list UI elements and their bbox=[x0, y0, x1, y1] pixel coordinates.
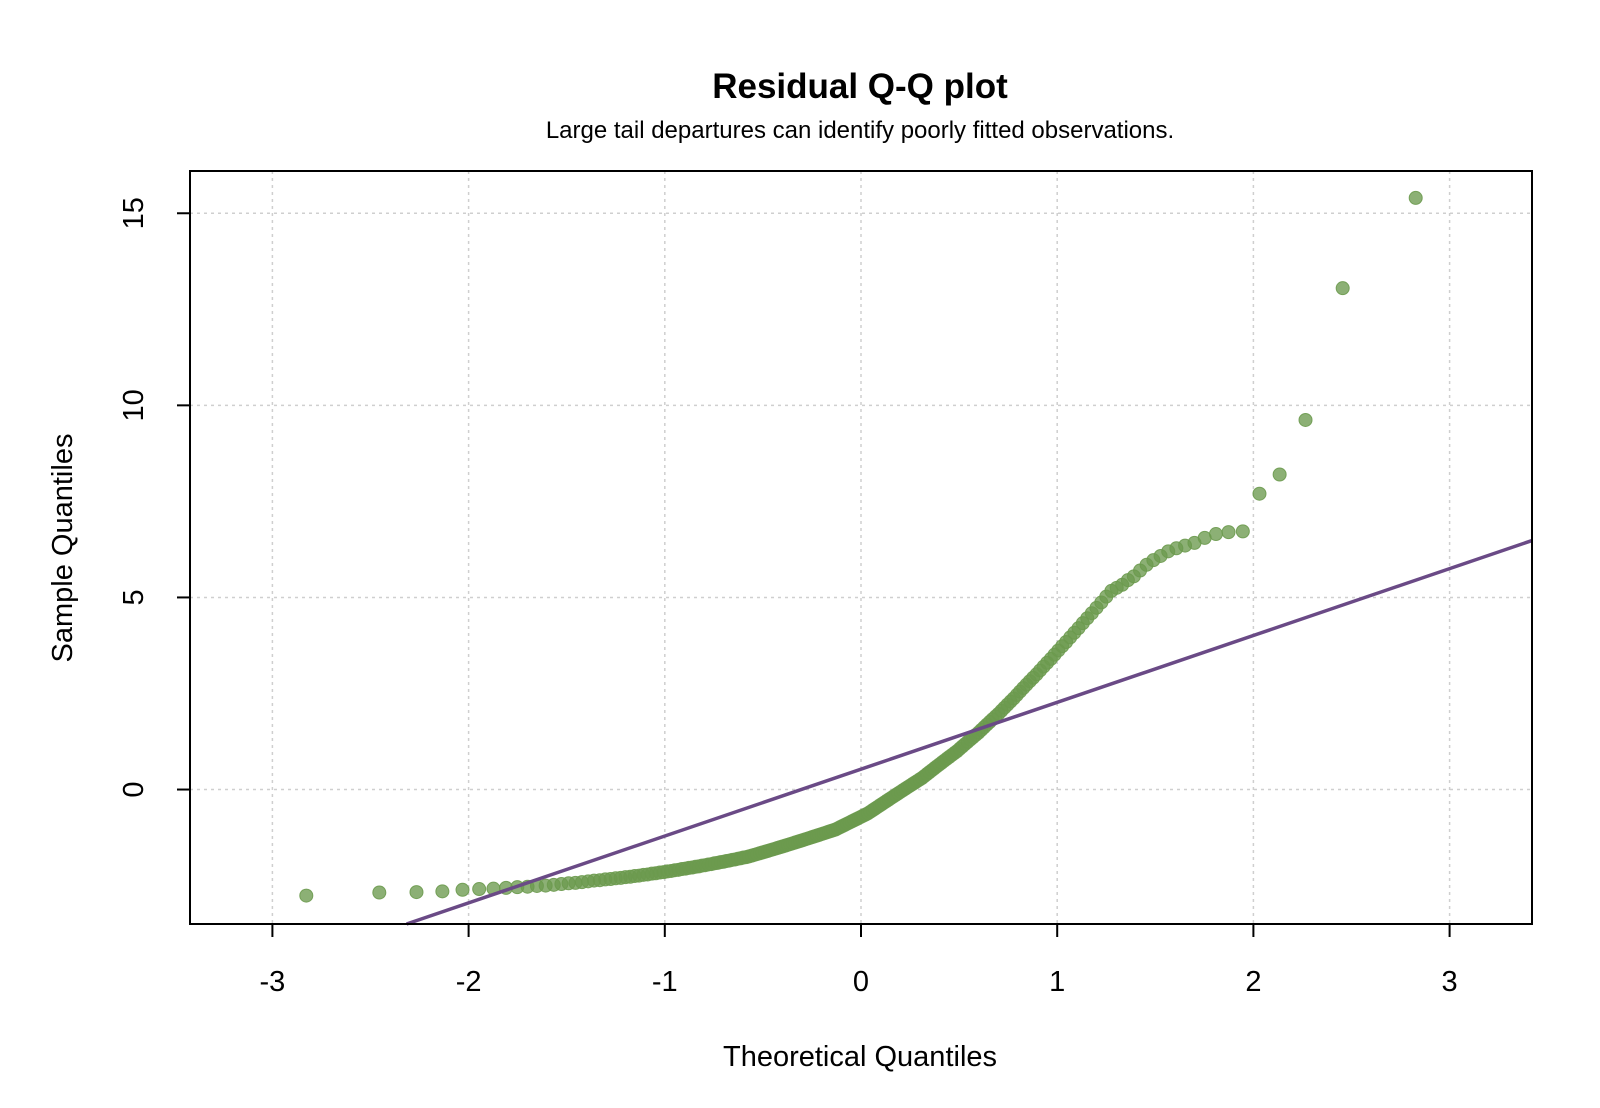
x-axis: -3 -2 -1 0 1 2 3 bbox=[260, 924, 1458, 998]
sample-point bbox=[299, 888, 314, 903]
reference-line bbox=[406, 538, 1533, 926]
sample-point bbox=[1408, 190, 1423, 205]
sample-points bbox=[299, 190, 1423, 903]
sample-point bbox=[1298, 412, 1313, 427]
x-tick-label: -1 bbox=[652, 966, 678, 998]
x-tick-label: 2 bbox=[1245, 966, 1261, 998]
y-tick-label: 5 bbox=[118, 589, 150, 605]
chart-subtitle: Large tail departures can identify poorl… bbox=[546, 117, 1174, 144]
sample-point bbox=[1335, 281, 1350, 296]
x-axis-label: Theoretical Quantiles bbox=[723, 1041, 997, 1073]
reference-line-group bbox=[406, 538, 1533, 926]
sample-point bbox=[1252, 486, 1267, 501]
sample-point bbox=[1235, 524, 1250, 539]
sample-point bbox=[409, 885, 424, 900]
sample-point bbox=[372, 885, 387, 900]
sample-point bbox=[472, 882, 487, 897]
x-tick-label: -3 bbox=[260, 966, 286, 998]
sample-point bbox=[1272, 467, 1287, 482]
sample-point bbox=[435, 884, 450, 899]
chart-title: Residual Q-Q plot bbox=[712, 67, 1008, 106]
y-tick-label: 10 bbox=[118, 389, 150, 421]
y-tick-label: 0 bbox=[118, 781, 150, 797]
x-tick-label: 1 bbox=[1049, 966, 1065, 998]
x-tick-label: 3 bbox=[1442, 966, 1458, 998]
x-tick-label: 0 bbox=[853, 966, 869, 998]
sample-point bbox=[1221, 525, 1236, 540]
y-axis-label: Sample Quantiles bbox=[47, 434, 79, 663]
x-tick-label: -2 bbox=[456, 966, 482, 998]
y-tick-label: 15 bbox=[118, 197, 150, 229]
sample-point bbox=[455, 882, 470, 897]
y-axis: 0 5 10 15 bbox=[118, 197, 190, 798]
sample-point bbox=[1208, 527, 1223, 542]
